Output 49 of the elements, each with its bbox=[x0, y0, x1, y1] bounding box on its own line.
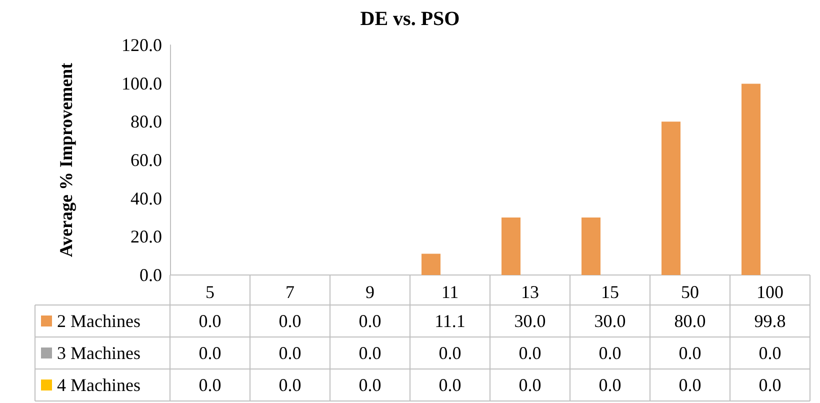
data-label: 0.0 bbox=[438, 375, 462, 395]
data-label: 0.0 bbox=[598, 343, 622, 363]
x-tick-label: 7 bbox=[286, 282, 294, 302]
x-tick-label: 100 bbox=[756, 282, 784, 302]
y-tick-label: 100.0 bbox=[122, 73, 162, 94]
data-label: 0.0 bbox=[358, 343, 382, 363]
data-label: 80.0 bbox=[674, 311, 706, 331]
y-tick-label: 60.0 bbox=[130, 150, 162, 170]
x-tick-label: 13 bbox=[521, 282, 539, 302]
data-label: 0.0 bbox=[678, 343, 702, 363]
data-label: 0.0 bbox=[518, 375, 542, 395]
y-tick-label: 0.0 bbox=[140, 265, 162, 285]
data-label: 0.0 bbox=[278, 311, 302, 331]
bar bbox=[742, 84, 760, 275]
y-tick-label: 80.0 bbox=[130, 112, 162, 132]
data-label: 0.0 bbox=[358, 311, 382, 331]
chart-title: DE vs. PSO bbox=[360, 8, 460, 30]
data-label: 0.0 bbox=[358, 375, 382, 395]
bar bbox=[582, 218, 600, 275]
data-label: 0.0 bbox=[198, 311, 222, 331]
y-tick-label: 20.0 bbox=[130, 226, 162, 247]
data-label: 0.0 bbox=[198, 343, 222, 363]
data-label: 0.0 bbox=[598, 375, 622, 395]
legend-label: 3 Machines bbox=[57, 343, 140, 363]
bar bbox=[662, 122, 680, 275]
y-tick-label: 120.0 bbox=[122, 35, 162, 55]
data-label: 0.0 bbox=[758, 375, 782, 395]
y-axis-title: Average % Improvement bbox=[56, 62, 76, 258]
bar bbox=[502, 218, 520, 275]
legend-label: 2 Machines bbox=[57, 311, 140, 331]
x-tick-label: 5 bbox=[206, 282, 214, 302]
legend-label: 4 Machines bbox=[57, 375, 140, 395]
data-label: 99.8 bbox=[754, 311, 786, 331]
data-label: 0.0 bbox=[678, 375, 702, 395]
data-label: 0.0 bbox=[518, 343, 542, 363]
data-label: 0.0 bbox=[758, 343, 782, 363]
data-label: 30.0 bbox=[594, 311, 626, 331]
data-label: 0.0 bbox=[438, 343, 462, 363]
x-tick-label: 15 bbox=[601, 282, 619, 302]
data-label: 0.0 bbox=[278, 343, 302, 363]
x-tick-label: 11 bbox=[441, 282, 459, 302]
data-label: 0.0 bbox=[198, 375, 222, 395]
bar bbox=[422, 254, 440, 275]
y-tick-label: 40.0 bbox=[130, 188, 162, 208]
data-label: 30.0 bbox=[514, 311, 546, 331]
x-tick-label: 9 bbox=[366, 282, 374, 302]
x-tick-label: 50 bbox=[681, 282, 699, 302]
data-label: 0.0 bbox=[278, 375, 302, 395]
data-label: 11.1 bbox=[434, 311, 466, 331]
